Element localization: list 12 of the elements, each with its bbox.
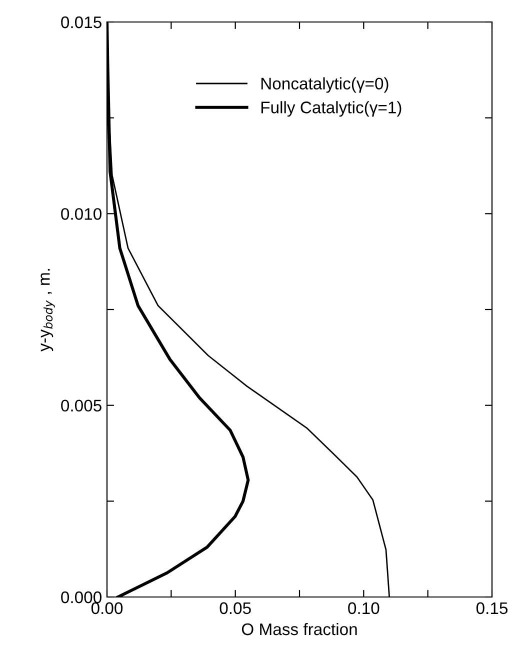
x-tick-label: 0.10 [348, 602, 380, 614]
y-axis-title: y-y$_{body}$ , m. [40, 269, 55, 352]
x-tick-label: 0.15 [476, 602, 508, 614]
y-tick-label: 0.005 [61, 400, 102, 412]
y-tick-label: 0.015 [61, 16, 102, 28]
x-tick-label: 0.05 [220, 602, 251, 614]
legend-label: Fully Catalytic(γ=1) [261, 101, 402, 117]
y-tick-label: 0.000 [61, 591, 102, 604]
y-tick-label: 0.010 [61, 208, 102, 220]
legend-label: Noncatalytic(γ=0) [261, 77, 388, 93]
x-tick-label: 0.00 [91, 602, 123, 614]
x-axis-title: O Mass fraction [242, 622, 357, 636]
